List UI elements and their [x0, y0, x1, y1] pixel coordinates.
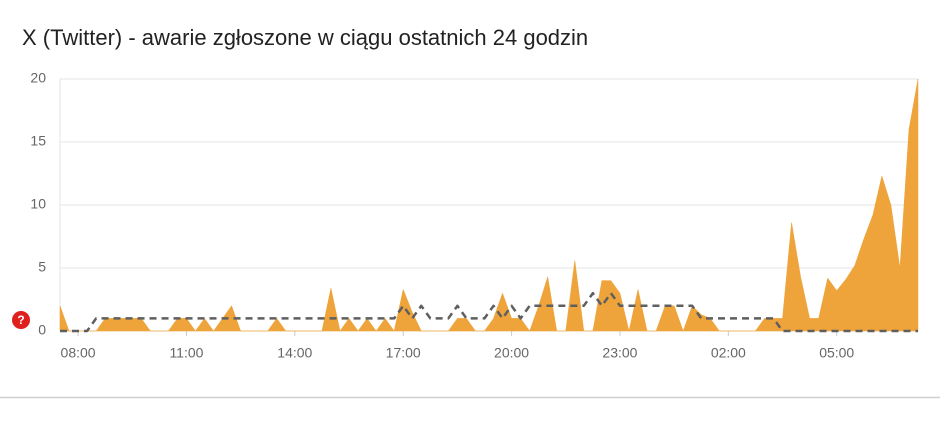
- x-tick-label: 20:00: [494, 345, 529, 361]
- y-tick-label: 10: [30, 196, 46, 212]
- x-tick-label: 23:00: [602, 345, 637, 361]
- chart-title: X (Twitter) - awarie zgłoszone w ciągu o…: [22, 25, 588, 50]
- x-tick-label: 14:00: [277, 345, 312, 361]
- y-tick-label: 0: [38, 322, 46, 338]
- x-tick-label: 11:00: [169, 345, 203, 361]
- y-tick-label: 20: [30, 70, 46, 86]
- y-tick-label: 15: [30, 133, 46, 149]
- baseline-line: [60, 291, 918, 333]
- x-tick-label: 08:00: [61, 345, 96, 361]
- x-tick-label: 05:00: [819, 345, 854, 361]
- area: [59, 78, 919, 332]
- y-tick-label: 5: [38, 259, 46, 275]
- x-tick-label: 17:00: [386, 345, 421, 361]
- x-tick-label: 02:00: [711, 345, 746, 361]
- svg-text:?: ?: [17, 313, 24, 327]
- help-icon[interactable]: ?: [12, 311, 30, 329]
